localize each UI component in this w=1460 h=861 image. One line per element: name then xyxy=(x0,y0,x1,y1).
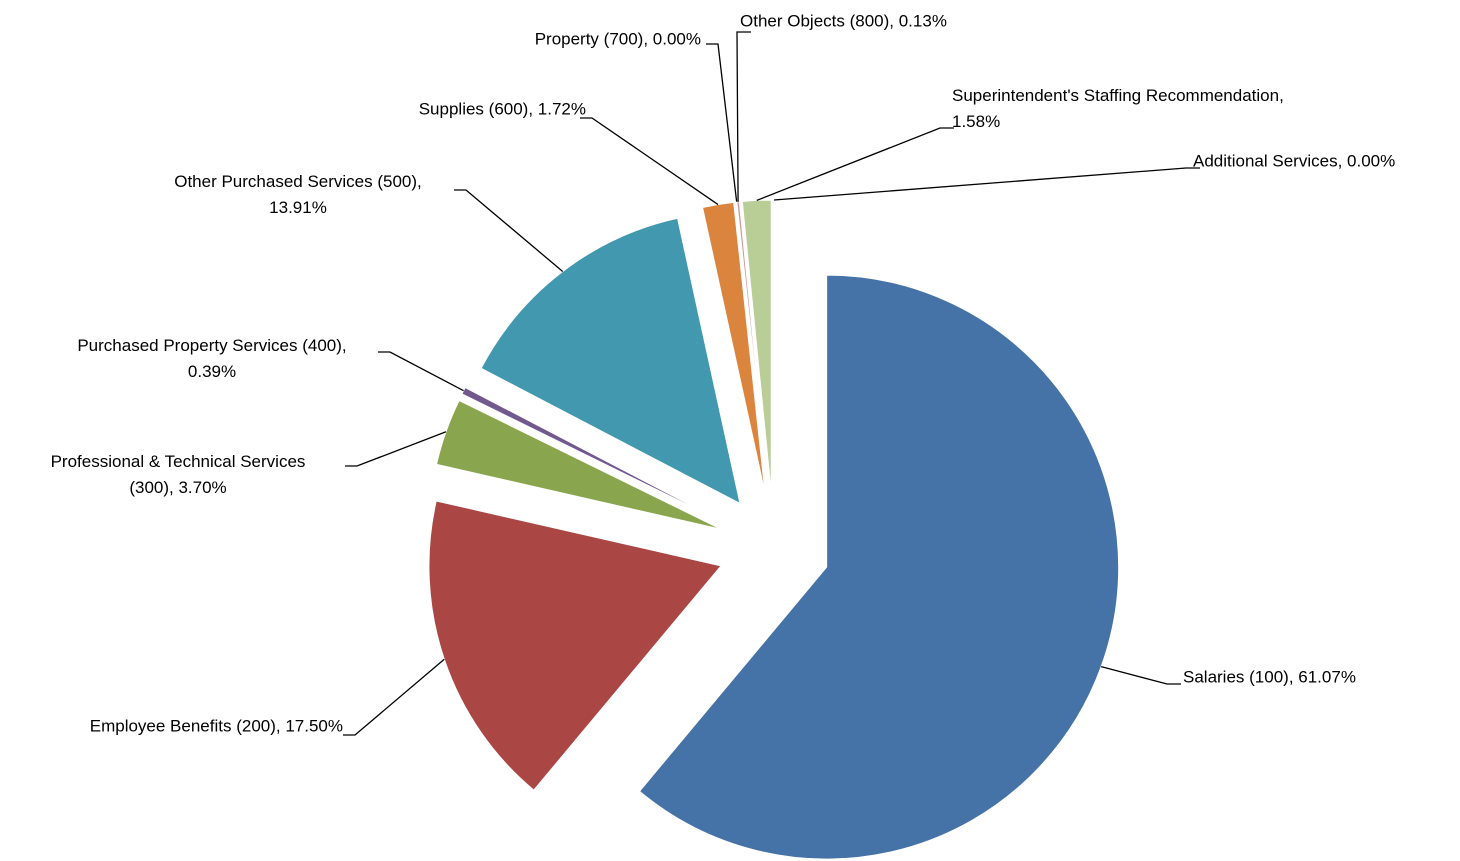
data-label: Professional & Technical Services (300), … xyxy=(51,452,306,497)
label-line: 1.58% xyxy=(952,112,1000,131)
leader-line xyxy=(580,117,719,206)
label-line: (300), 3.70% xyxy=(129,478,226,497)
leader-line xyxy=(343,658,445,736)
pie-slice xyxy=(736,201,769,493)
leader-line xyxy=(706,43,738,203)
pie-slice xyxy=(638,274,1120,860)
leader-line xyxy=(454,189,564,272)
data-label: Salaries (100), 61.07% xyxy=(1183,667,1356,686)
data-label: Other Objects (800), 0.13% xyxy=(740,11,947,30)
pie-slice xyxy=(701,201,766,493)
pie-slice xyxy=(435,399,722,530)
label-line: Purchased Property Services (400), xyxy=(77,336,346,355)
label-line: 0.39% xyxy=(188,362,236,381)
data-label: Other Purchased Services (500), 13.91% xyxy=(174,172,422,217)
data-label: Superintendent's Staffing Recommendation… xyxy=(952,86,1284,131)
leader-line xyxy=(736,31,751,202)
label-line: Superintendent's Staffing Recommendation… xyxy=(952,86,1284,105)
label-line: Other Purchased Services (500), xyxy=(174,172,422,191)
label-line: 13.91% xyxy=(269,198,327,217)
leader-line xyxy=(378,351,464,392)
leader-line xyxy=(773,167,1200,201)
data-label: Property (700), 0.00% xyxy=(535,29,701,48)
data-label: Supplies (600), 1.72% xyxy=(419,99,586,118)
data-label: Employee Benefits (200), 17.50% xyxy=(90,716,343,735)
data-label: Additional Services, 0.00% xyxy=(1193,151,1395,170)
leader-line xyxy=(756,127,954,202)
leader-line xyxy=(345,431,447,467)
data-label: Purchased Property Services (400), 0.39% xyxy=(77,336,346,381)
leader-line xyxy=(1101,665,1181,685)
label-line: Professional & Technical Services xyxy=(51,452,306,471)
pie-slice xyxy=(428,500,722,791)
pie-slice xyxy=(741,199,772,493)
